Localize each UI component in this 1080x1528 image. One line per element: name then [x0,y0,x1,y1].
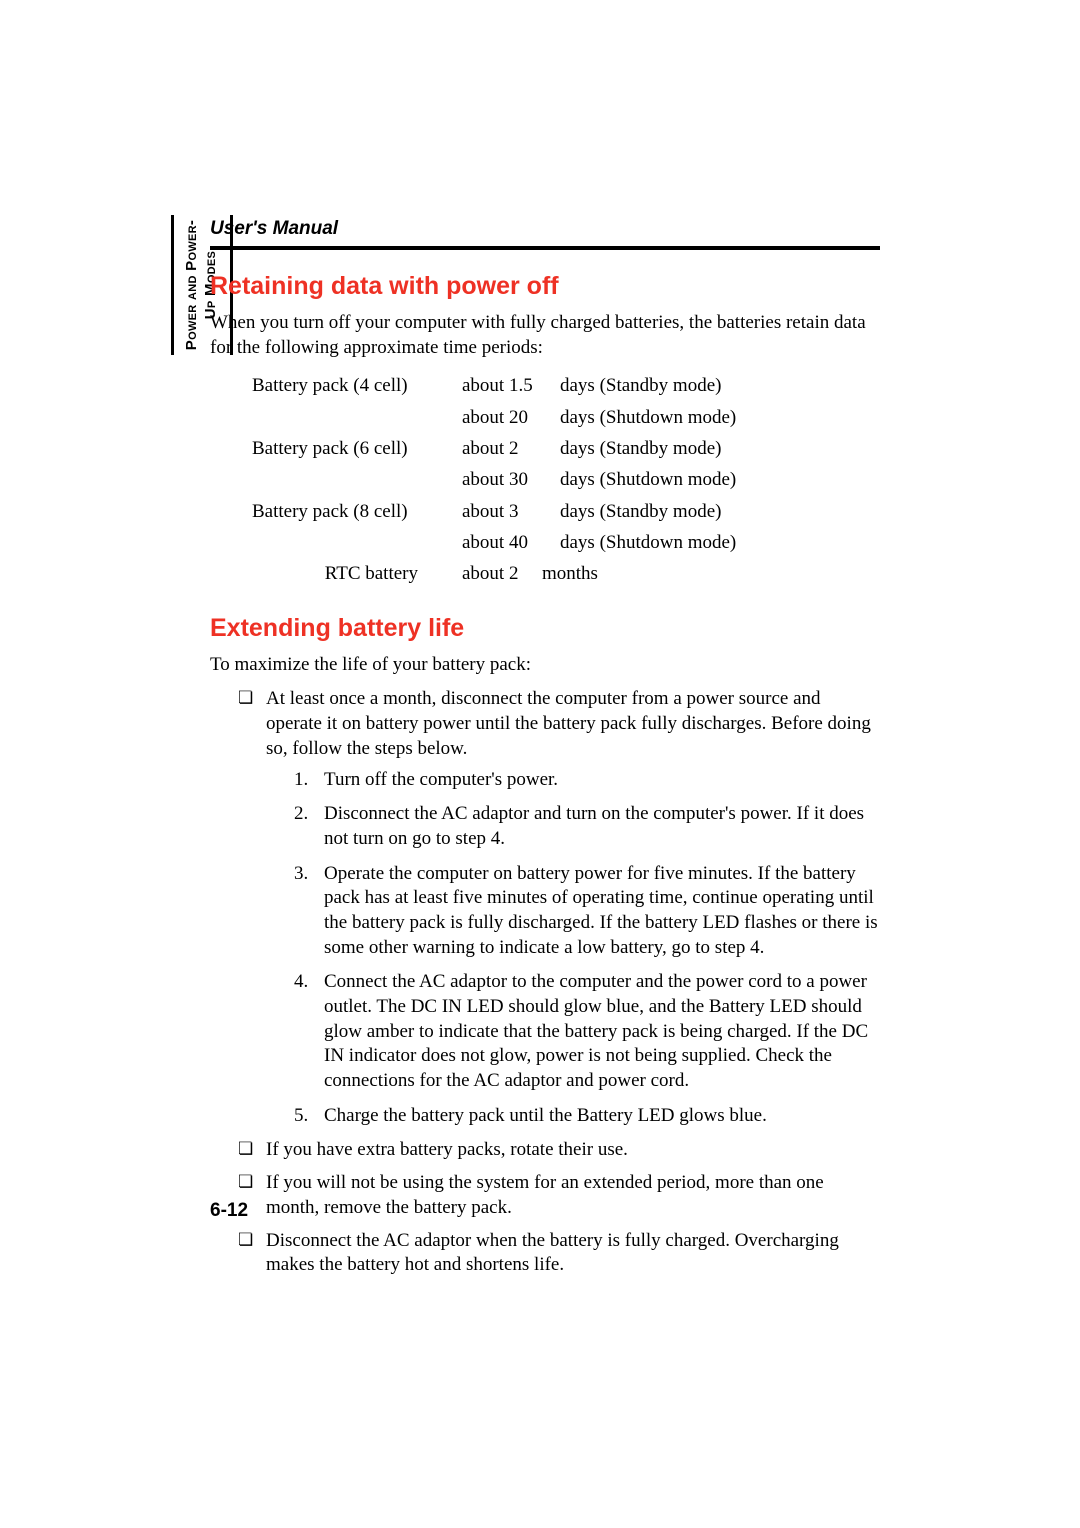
numbered-steps: 1.Turn off the computer's power. 2.Disco… [294,768,880,1129]
bullet-text: If you will not be using the system for … [266,1172,824,1218]
duration-value: about 1.5 [462,370,560,401]
step-item: 2.Disconnect the AC adaptor and turn on … [294,802,880,851]
duration-value: about 2 [462,558,542,589]
step-text: Turn off the computer's power. [324,769,558,790]
table-row: Battery pack (8 cell) about 3 days (Stan… [252,496,880,527]
duration-value: about 2 [462,433,560,464]
side-tab-line1: Power and Power- [183,220,200,350]
battery-label: Battery pack (8 cell) [252,496,462,527]
step-item: 4.Connect the AC adaptor to the computer… [294,970,880,1093]
battery-label: RTC battery [252,558,462,589]
step-text: Operate the computer on battery power fo… [324,863,878,958]
table-row-rtc: RTC battery about 2 months [252,558,880,589]
table-row: about 30 days (Shutdown mode) [252,464,880,495]
step-text: Disconnect the AC adaptor and turn on th… [324,803,864,849]
table-row: about 40 days (Shutdown mode) [252,527,880,558]
step-text: Connect the AC adaptor to the computer a… [324,971,868,1091]
duration-unit: days (Standby mode) [560,433,880,464]
list-item: At least once a month, disconnect the co… [238,687,880,1128]
duration-value: about 40 [462,527,560,558]
bullet-text: At least once a month, disconnect the co… [266,688,871,758]
duration-unit: days (Shutdown mode) [560,402,880,433]
table-row: about 20 days (Shutdown mode) [252,402,880,433]
page-number: 6-12 [210,1200,248,1222]
bullet-text: Disconnect the AC adaptor when the batte… [266,1230,839,1276]
duration-value: about 3 [462,496,560,527]
bullet-text: If you have extra battery packs, rotate … [266,1139,628,1160]
table-row: Battery pack (4 cell) about 1.5 days (St… [252,370,880,401]
duration-unit: months [542,558,880,589]
battery-label: Battery pack (6 cell) [252,433,462,464]
duration-unit: days (Standby mode) [560,496,880,527]
header-rule [210,246,880,250]
header-title: User's Manual [210,218,880,240]
section1-intro: When you turn off your computer with ful… [210,311,880,360]
section1-heading: Retaining data with power off [210,272,880,301]
duration-unit: days (Standby mode) [560,370,880,401]
section2-intro: To maximize the life of your battery pac… [210,653,880,678]
list-item: If you will not be using the system for … [238,1171,880,1220]
retention-table: Battery pack (4 cell) about 1.5 days (St… [252,370,880,589]
duration-unit: days (Shutdown mode) [560,464,880,495]
duration-value: about 30 [462,464,560,495]
step-item: 5.Charge the battery pack until the Batt… [294,1104,880,1129]
table-row: Battery pack (6 cell) about 2 days (Stan… [252,433,880,464]
page-content: User's Manual Retaining data with power … [210,218,880,1286]
step-text: Charge the battery pack until the Batter… [324,1105,767,1126]
list-item: Disconnect the AC adaptor when the batte… [238,1229,880,1278]
step-item: 1.Turn off the computer's power. [294,768,880,793]
duration-unit: days (Shutdown mode) [560,527,880,558]
section2-heading: Extending battery life [210,614,880,643]
list-item: If you have extra battery packs, rotate … [238,1138,880,1163]
battery-label: Battery pack (4 cell) [252,370,462,401]
duration-value: about 20 [462,402,560,433]
step-item: 3.Operate the computer on battery power … [294,862,880,961]
bullet-list: At least once a month, disconnect the co… [238,687,880,1277]
